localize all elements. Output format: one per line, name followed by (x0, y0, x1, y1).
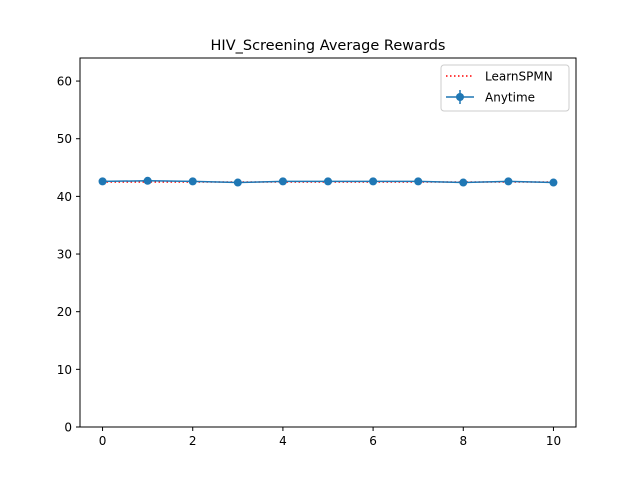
series-point-anytime (278, 177, 287, 186)
y-tick-label: 60 (57, 75, 72, 89)
plot-area (98, 176, 558, 187)
y-tick-label: 40 (57, 190, 72, 204)
series-point-anytime (98, 177, 107, 186)
x-tick-label: 2 (189, 434, 197, 448)
x-tick-label: 8 (459, 434, 467, 448)
series-point-anytime (233, 178, 242, 187)
axes: 0 2 4 6 8 10 0 10 20 30 40 50 60 (57, 75, 561, 448)
y-tick-label: 50 (57, 132, 72, 146)
chart-title: HIV_Screening Average Rewards (211, 38, 446, 54)
series-point-anytime (369, 177, 378, 186)
x-tick-label: 6 (369, 434, 377, 448)
series-point-anytime (504, 177, 513, 186)
series-point-anytime (414, 177, 423, 186)
y-tick-label: 0 (64, 421, 72, 435)
y-tick-label: 10 (57, 363, 72, 377)
y-tick-label: 30 (57, 248, 72, 262)
series-point-anytime (459, 178, 468, 187)
x-tick-label: 4 (279, 434, 287, 448)
legend: LearnSPMN Anytime (440, 64, 570, 112)
x-tick-label: 10 (546, 434, 561, 448)
series-point-anytime (143, 176, 152, 185)
legend-label-anytime: Anytime (485, 91, 535, 105)
series-point-anytime (324, 177, 332, 186)
y-tick-label: 20 (57, 305, 72, 319)
legend-swatch-anytime-marker (456, 93, 464, 101)
legend-label-learnspmn: LearnSPMN (485, 70, 553, 84)
axes-frame (79, 57, 577, 428)
series-point-anytime (549, 178, 558, 187)
series-point-anytime (188, 177, 197, 186)
legend-box (440, 64, 570, 112)
x-tick-label: 0 (99, 434, 107, 448)
